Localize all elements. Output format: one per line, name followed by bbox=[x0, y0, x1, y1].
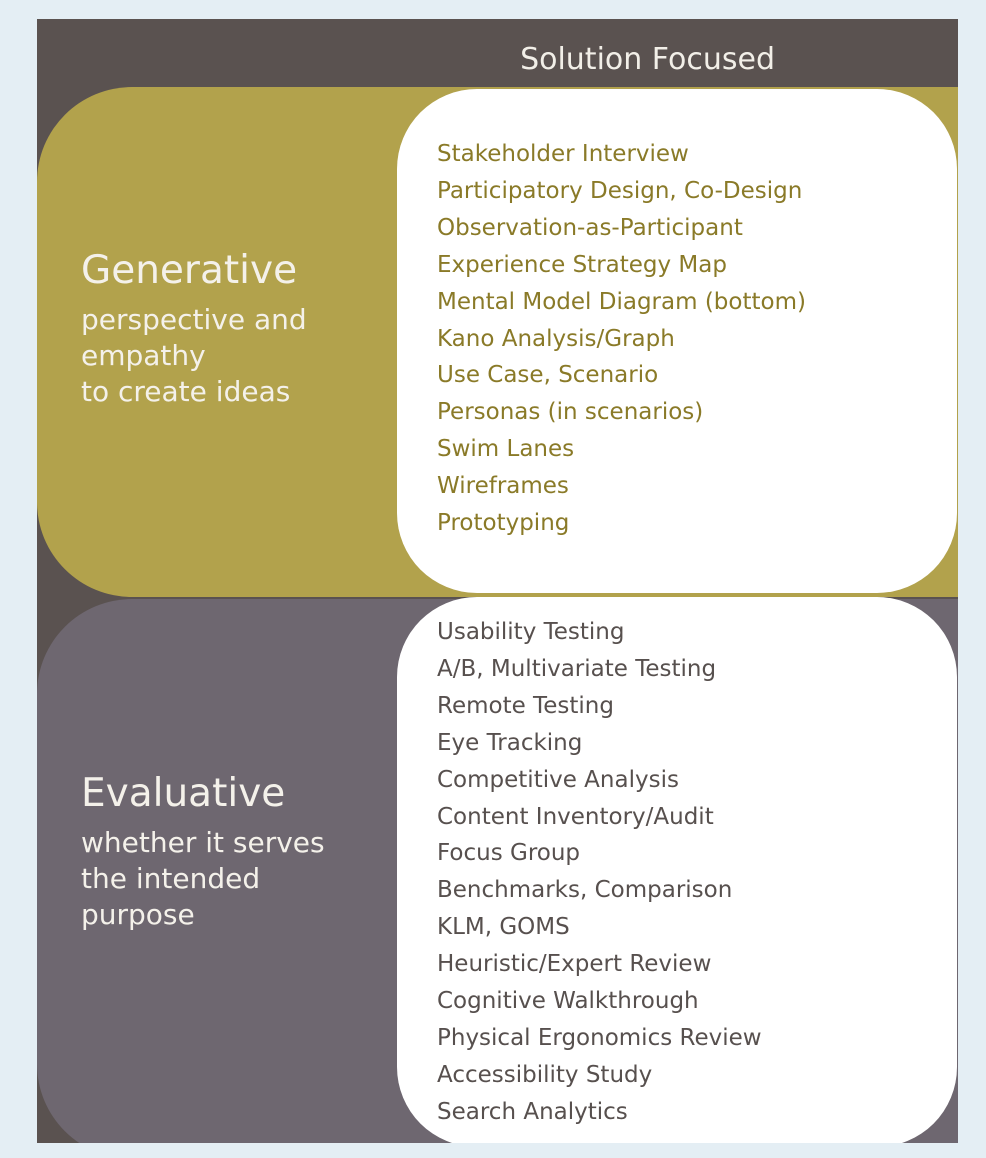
method-item: Eye Tracking bbox=[437, 729, 583, 756]
evaluative-subtitle-line: purpose bbox=[81, 898, 195, 931]
method-item: Search Analytics bbox=[437, 1098, 628, 1125]
generative-methods-list: Stakeholder Interview Participatory Desi… bbox=[437, 136, 806, 542]
evaluative-subtitle-line: whether it serves bbox=[81, 826, 325, 859]
method-item: Focus Group bbox=[437, 840, 581, 867]
generative-label: Generative perspective and empathy to cr… bbox=[81, 244, 307, 410]
method-item: A/B, Multivariate Testing bbox=[437, 655, 717, 682]
method-item: Remote Testing bbox=[437, 692, 614, 719]
method-item: Experience Strategy Map bbox=[437, 251, 727, 278]
generative-methods-card: Stakeholder Interview Participatory Desi… bbox=[397, 89, 957, 593]
evaluative-title: Evaluative bbox=[81, 771, 286, 816]
method-item: Swim Lanes bbox=[437, 436, 575, 463]
evaluative-methods-card: Usability Testing A/B, Multivariate Test… bbox=[397, 597, 957, 1143]
evaluative-label: Evaluative whether it serves the intende… bbox=[81, 767, 325, 933]
generative-subtitle-line: empathy bbox=[81, 339, 206, 372]
method-item: Cognitive Walkthrough bbox=[437, 988, 699, 1015]
method-item: Wireframes bbox=[437, 473, 569, 500]
method-item: Competitive Analysis bbox=[437, 766, 679, 793]
generative-subtitle-line: perspective and bbox=[81, 303, 307, 336]
method-item: Observation-as-Participant bbox=[437, 214, 743, 241]
method-item: Use Case, Scenario bbox=[437, 362, 659, 389]
method-item: Heuristic/Expert Review bbox=[437, 951, 712, 978]
method-item: Mental Model Diagram (bottom) bbox=[437, 288, 806, 315]
method-item: Participatory Design, Co-Design bbox=[437, 177, 803, 204]
diagram-panel: Solution Focused Generative perspective … bbox=[37, 19, 958, 1143]
method-item: Physical Ergonomics Review bbox=[437, 1024, 762, 1051]
method-item: Benchmarks, Comparison bbox=[437, 877, 733, 904]
method-item: Usability Testing bbox=[437, 619, 625, 645]
method-item: Kano Analysis/Graph bbox=[437, 325, 675, 352]
evaluative-methods-list: Usability Testing A/B, Multivariate Test… bbox=[437, 614, 762, 1131]
method-item: Personas (in scenarios) bbox=[437, 399, 704, 426]
generative-subtitle-line: to create ideas bbox=[81, 375, 291, 408]
method-item: Prototyping bbox=[437, 510, 570, 537]
method-item: Accessibility Study bbox=[437, 1061, 653, 1088]
method-item: Stakeholder Interview bbox=[437, 141, 689, 167]
method-item: Content Inventory/Audit bbox=[437, 803, 714, 830]
header-title: Solution Focused bbox=[520, 42, 775, 77]
method-item: KLM, GOMS bbox=[437, 914, 570, 941]
evaluative-subtitle-line: the intended bbox=[81, 862, 261, 895]
generative-title: Generative bbox=[81, 248, 298, 293]
